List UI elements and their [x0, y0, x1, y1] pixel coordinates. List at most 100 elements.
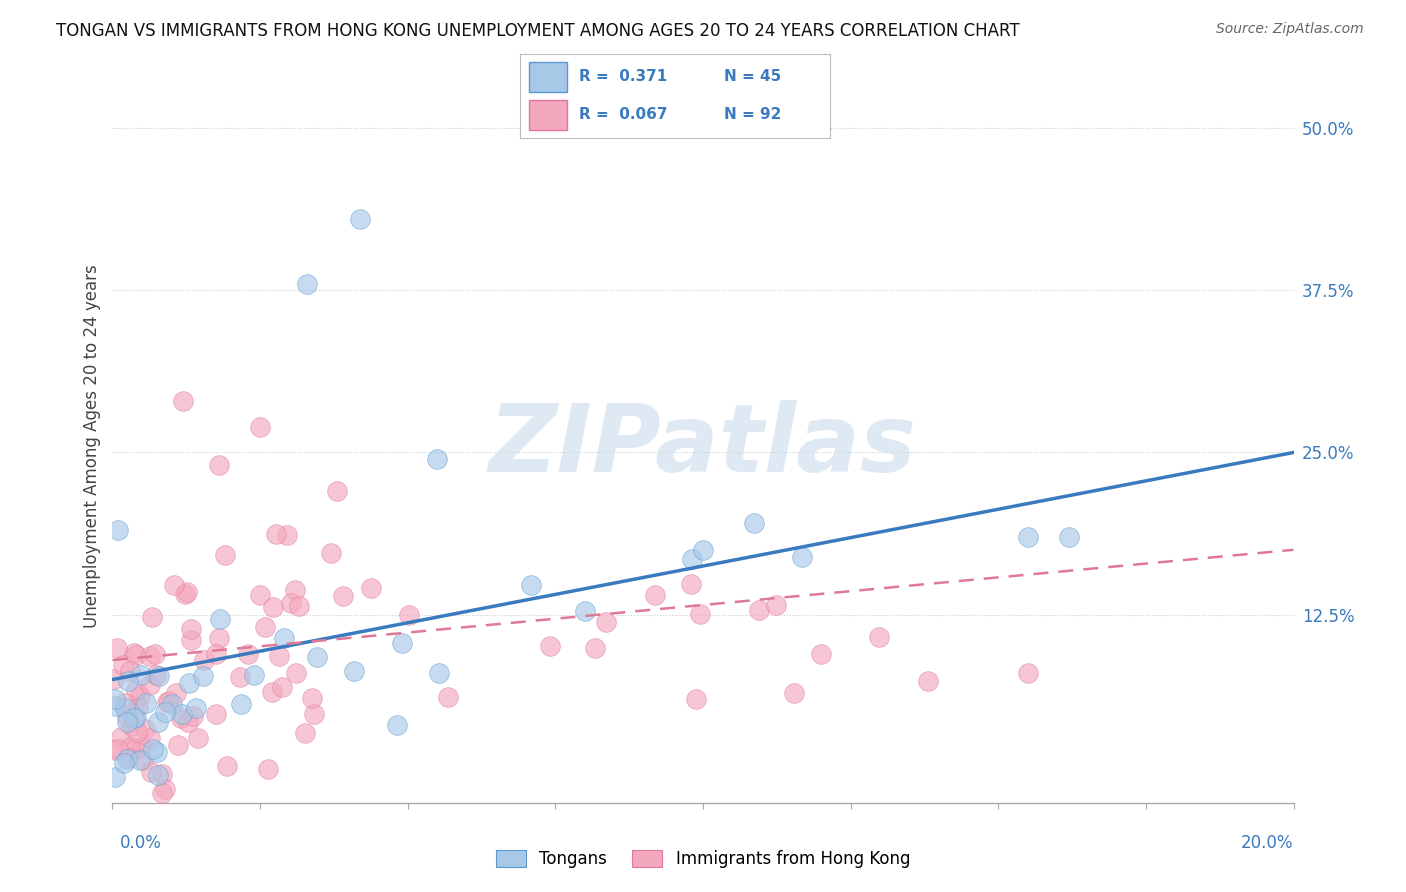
- Point: [179, 675, 201, 690]
- Point: [125, 741, 148, 756]
- Point: [193, 653, 215, 667]
- Point: [747, 603, 769, 617]
- Point: [125, 682, 148, 697]
- Point: [270, 680, 292, 694]
- Point: [595, 615, 617, 629]
- Point: [391, 635, 413, 649]
- Point: [172, 707, 194, 722]
- Point: [253, 620, 276, 634]
- Point: [181, 709, 204, 723]
- Point: [115, 709, 138, 723]
- Point: [385, 718, 408, 732]
- Point: [302, 706, 325, 721]
- Point: [152, 767, 174, 781]
- Point: [349, 211, 371, 226]
- Point: [122, 646, 145, 660]
- Point: [783, 686, 806, 700]
- Point: [284, 582, 307, 597]
- Point: [121, 719, 143, 733]
- Point: [249, 588, 271, 602]
- Text: Source: ZipAtlas.com: Source: ZipAtlas.com: [1216, 22, 1364, 37]
- Point: [107, 741, 129, 756]
- Point: [105, 640, 128, 655]
- Point: [157, 693, 180, 707]
- Point: [208, 458, 231, 473]
- Point: [127, 699, 149, 714]
- Point: [343, 664, 366, 678]
- Point: [139, 649, 162, 664]
- Point: [132, 753, 155, 767]
- Point: [744, 516, 766, 530]
- Point: [129, 753, 152, 767]
- Point: [104, 771, 127, 785]
- Point: [249, 419, 271, 434]
- Point: [765, 598, 787, 612]
- Text: TONGAN VS IMMIGRANTS FROM HONG KONG UNEMPLOYMENT AMONG AGES 20 TO 24 YEARS CORRE: TONGAN VS IMMIGRANTS FROM HONG KONG UNEM…: [56, 22, 1019, 40]
- Point: [112, 756, 135, 770]
- Point: [326, 484, 349, 499]
- Point: [138, 731, 160, 746]
- Point: [868, 630, 890, 644]
- Point: [179, 633, 201, 648]
- Point: [427, 665, 450, 680]
- Text: N = 45: N = 45: [724, 70, 782, 85]
- Legend: Tongans, Immigrants from Hong Kong: Tongans, Immigrants from Hong Kong: [489, 843, 917, 875]
- Point: [103, 743, 125, 757]
- Point: [1017, 530, 1039, 544]
- Point: [332, 589, 354, 603]
- Point: [917, 673, 939, 688]
- Point: [117, 750, 139, 764]
- Point: [170, 711, 193, 725]
- Point: [150, 786, 173, 800]
- Point: [115, 751, 138, 765]
- Point: [538, 639, 561, 653]
- Point: [172, 393, 194, 408]
- FancyBboxPatch shape: [530, 100, 567, 130]
- Point: [129, 690, 152, 704]
- Point: [810, 647, 832, 661]
- Point: [153, 781, 176, 796]
- Point: [692, 542, 714, 557]
- Point: [176, 585, 198, 599]
- Point: [436, 690, 458, 704]
- Point: [131, 739, 153, 754]
- Point: [117, 715, 139, 730]
- Point: [184, 701, 207, 715]
- Point: [163, 578, 186, 592]
- Point: [103, 672, 125, 686]
- Point: [125, 648, 148, 662]
- Point: [110, 730, 132, 744]
- Y-axis label: Unemployment Among Ages 20 to 24 years: Unemployment Among Ages 20 to 24 years: [83, 264, 101, 628]
- Point: [139, 765, 162, 780]
- Point: [426, 452, 449, 467]
- Point: [104, 692, 127, 706]
- Text: ZIPatlas: ZIPatlas: [489, 400, 917, 492]
- Point: [520, 578, 543, 592]
- Point: [127, 725, 149, 739]
- Point: [238, 648, 260, 662]
- Point: [305, 650, 328, 665]
- Point: [1057, 530, 1080, 544]
- Point: [114, 700, 136, 714]
- Point: [117, 674, 139, 689]
- Text: 0.0%: 0.0%: [120, 834, 162, 852]
- Point: [177, 714, 200, 729]
- Point: [256, 762, 278, 776]
- Point: [276, 528, 298, 542]
- Point: [321, 546, 343, 560]
- Point: [273, 632, 295, 646]
- Point: [288, 599, 311, 613]
- Point: [685, 691, 707, 706]
- Point: [193, 668, 215, 682]
- Point: [681, 577, 703, 591]
- Point: [148, 669, 170, 683]
- Point: [131, 668, 153, 682]
- Text: 20.0%: 20.0%: [1241, 834, 1294, 852]
- Point: [156, 695, 179, 709]
- Point: [187, 731, 209, 745]
- Point: [205, 707, 228, 722]
- Point: [174, 586, 197, 600]
- Point: [165, 686, 187, 700]
- Point: [285, 665, 308, 680]
- Point: [118, 740, 141, 755]
